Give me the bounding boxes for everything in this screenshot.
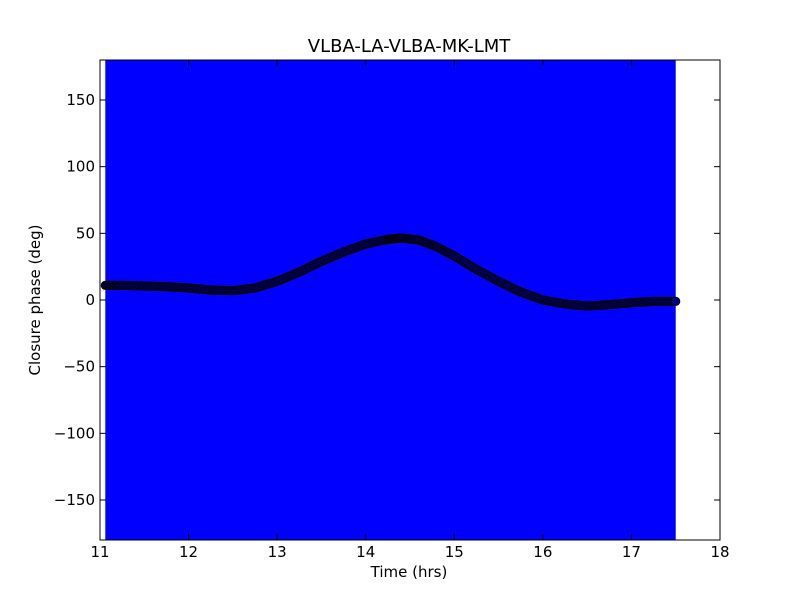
ticks-layer: 11 12 13 14 15 16 17 18 −150 −100 −50 0 50 100 150 xyxy=(54,60,730,561)
y-tick-label: 0 xyxy=(85,291,95,309)
y-tick-label: 100 xyxy=(66,158,95,176)
y-axis-label: Closure phase (deg) xyxy=(26,225,44,376)
x-tick-label: 13 xyxy=(268,543,287,561)
error-band xyxy=(105,60,676,540)
y-tick-label: 150 xyxy=(66,91,95,109)
y-tick-label: −100 xyxy=(54,424,95,442)
x-tick-label: 16 xyxy=(533,543,552,561)
x-tick-label: 14 xyxy=(356,543,375,561)
chart-title: VLBA-LA-VLBA-MK-LMT xyxy=(308,36,512,57)
y-tick-label: 50 xyxy=(76,224,95,242)
x-tick-label: 11 xyxy=(90,543,109,561)
y-tick-label: −150 xyxy=(54,491,95,509)
data-points-layer xyxy=(100,233,681,311)
x-axis-label: Time (hrs) xyxy=(370,563,448,581)
x-tick-label: 12 xyxy=(179,543,198,561)
x-tick-label: 15 xyxy=(445,543,464,561)
data-point xyxy=(671,296,681,306)
x-tick-label: 18 xyxy=(710,543,729,561)
y-tick-label: −50 xyxy=(63,358,95,376)
error-band-layer xyxy=(105,60,676,540)
x-tick-label: 17 xyxy=(622,543,641,561)
